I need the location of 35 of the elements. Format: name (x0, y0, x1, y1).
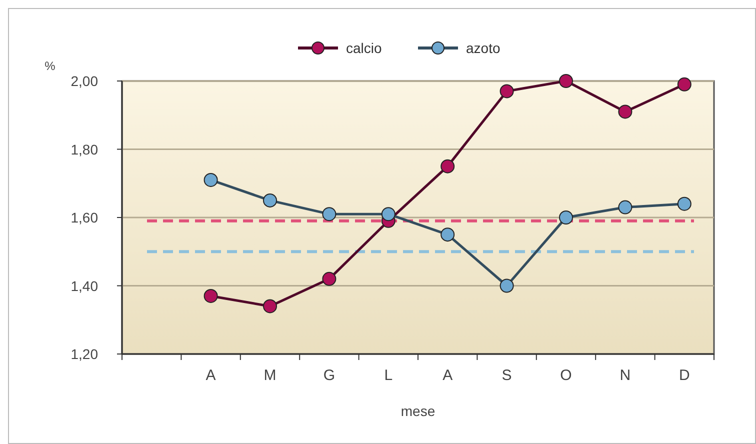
point (440, 228, 455, 242)
y-tick-label: 1,80 (70, 141, 98, 158)
point (618, 104, 632, 119)
point (204, 288, 218, 303)
x-tick-label: O (560, 367, 572, 384)
point (618, 200, 632, 214)
point (322, 207, 336, 222)
point (204, 172, 218, 187)
x-tick-label: G (323, 367, 336, 384)
x-tick-label: S (502, 367, 512, 384)
point (500, 278, 514, 293)
point (263, 299, 277, 314)
y-axis-title: % (44, 59, 56, 73)
x-tick-label: M (264, 367, 276, 384)
point (677, 196, 692, 211)
point (381, 207, 396, 222)
point (677, 77, 692, 92)
y-tick-label: 1,40 (70, 278, 98, 294)
x-tick-label: N (620, 367, 631, 384)
y-tick-label: 2,00 (70, 73, 98, 89)
point (440, 159, 455, 174)
y-tick-label: 1,20 (70, 346, 98, 362)
x-tick-label: D (678, 367, 690, 384)
legend-label: calcio (346, 40, 382, 56)
point (500, 84, 514, 98)
x-tick-label: A (206, 367, 216, 384)
point (559, 74, 573, 88)
point (322, 272, 336, 286)
legend-label: azoto (466, 40, 500, 56)
x-tick-label: A (442, 367, 453, 384)
x-tick-label: L (384, 367, 393, 384)
y-tick-label: 1,60 (70, 210, 98, 226)
x-axis-title: mese (400, 403, 436, 419)
point (263, 193, 277, 208)
point (559, 210, 573, 224)
